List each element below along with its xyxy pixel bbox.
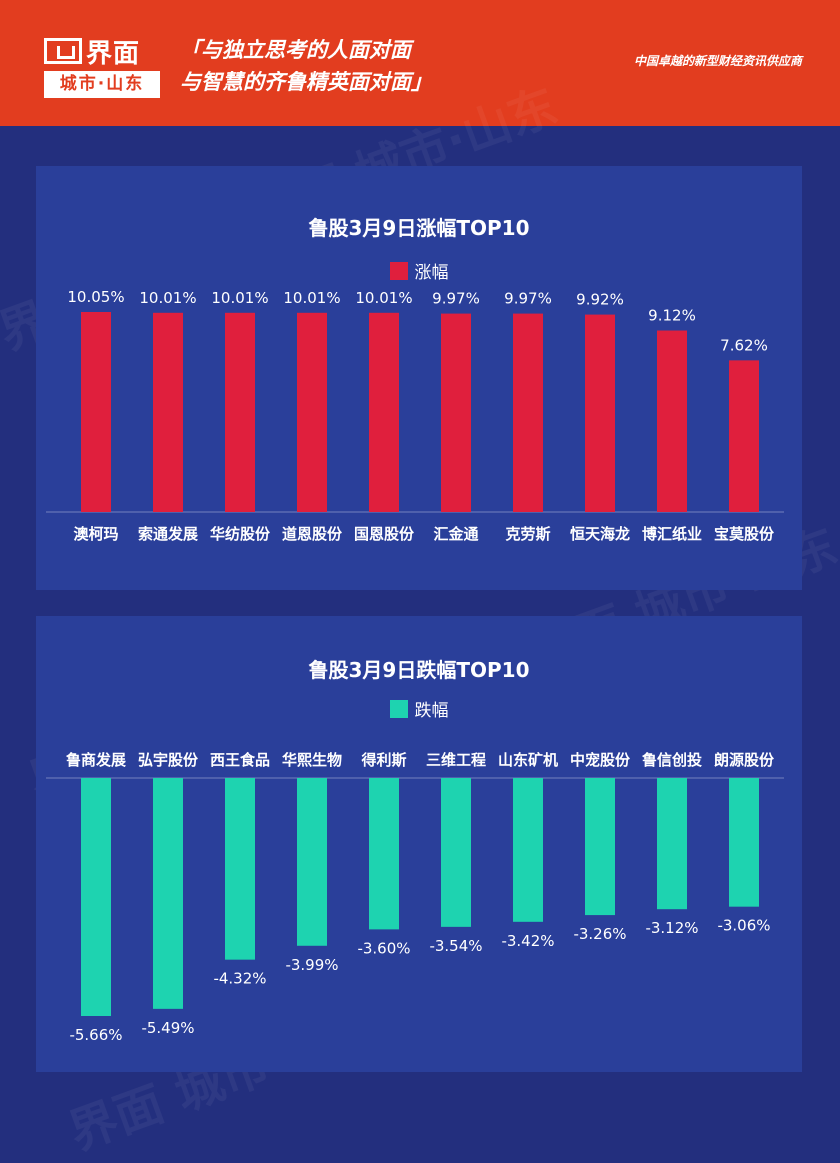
gain-bar-chart: 10.05% 澳柯玛 10.01% 索通发展 10.01% 华纺股份 10.01% 道恩股份 1… <box>46 288 784 543</box>
bar-8 <box>585 778 615 916</box>
slogan: 「与独立思考的人面对面 与智慧的齐鲁精英面对面」 <box>180 34 432 98</box>
bar-3 <box>225 778 255 960</box>
bar-4 <box>297 312 327 512</box>
data-label: -3.54% <box>429 937 482 955</box>
brand-name: 界面 <box>86 38 141 69</box>
bar-6 <box>441 778 471 927</box>
bar-3 <box>225 312 255 512</box>
category-label: 宝莫股份 <box>714 525 775 543</box>
data-label: 10.01% <box>355 289 412 307</box>
data-label: -3.60% <box>357 939 410 957</box>
data-label: 10.01% <box>211 289 268 307</box>
category-label: 中宠股份 <box>570 751 631 769</box>
data-label: 9.12% <box>648 307 696 325</box>
bar-5 <box>369 778 399 930</box>
slogan-line-1: 「与独立思考的人面对面 <box>180 38 411 62</box>
loss-bar-chart: -5.66% 鲁商发展 -5.49% 弘宇股份 -4.32% 西王食品 -3.99% 华熙生物… <box>46 751 784 1044</box>
data-label: 7.62% <box>720 336 768 354</box>
bar-1 <box>81 312 111 512</box>
data-label: 10.05% <box>67 288 124 306</box>
category-label: 山东矿机 <box>498 751 558 769</box>
loss-legend-swatch <box>389 699 408 718</box>
data-label: -3.12% <box>645 919 698 937</box>
category-label: 三维工程 <box>426 751 486 769</box>
category-label: 国恩股份 <box>354 525 415 543</box>
slogan-line-2: 与智慧的齐鲁精英面对面」 <box>180 70 432 94</box>
loss-chart-panel: 鲁股3月9日跌幅TOP10 跌幅 -5.66% 鲁商发展 -5.49% 弘宇股份 -4.… <box>36 616 802 1072</box>
category-label: 华纺股份 <box>210 525 271 543</box>
jiemian-logo-icon <box>44 38 82 64</box>
category-label: 华熙生物 <box>282 751 342 769</box>
data-label: 9.97% <box>432 290 480 308</box>
data-label: -3.06% <box>717 917 770 935</box>
category-label: 汇金通 <box>433 525 478 543</box>
bar-7 <box>513 778 543 922</box>
gain-legend-swatch <box>389 261 408 280</box>
bar-7 <box>513 313 543 512</box>
brand-logo: 界面 城市·山东 <box>44 34 162 98</box>
category-label: 索通发展 <box>138 525 198 543</box>
bar-9 <box>657 778 687 910</box>
bar-9 <box>657 330 687 512</box>
category-label: 弘宇股份 <box>138 751 199 769</box>
bar-6 <box>441 313 471 512</box>
loss-legend-label: 跌幅 <box>414 701 449 721</box>
gain-chart-panel: 鲁股3月9日涨幅TOP10 涨幅 10.05% 澳柯玛 10.01% 索通发展 10.0… <box>36 166 802 590</box>
data-label: -5.49% <box>141 1019 194 1037</box>
category-label: 道恩股份 <box>282 525 343 543</box>
category-label: 朗源股份 <box>714 751 775 769</box>
category-label: 澳柯玛 <box>73 525 118 543</box>
category-label: 鲁信创投 <box>642 751 702 769</box>
gain-chart-title: 鲁股3月9日涨幅TOP10 <box>308 216 530 240</box>
data-label: -3.99% <box>285 956 338 974</box>
bar-4 <box>297 778 327 946</box>
category-label: 鲁商发展 <box>66 751 126 769</box>
loss-legend: 跌幅 <box>36 696 802 721</box>
bar-2 <box>153 778 183 1009</box>
gain-legend-label: 涨幅 <box>414 263 449 283</box>
gain-legend: 涨幅 <box>36 258 802 283</box>
data-label: -4.32% <box>213 970 266 988</box>
category-label: 克劳斯 <box>505 525 550 543</box>
bar-5 <box>369 312 399 512</box>
bar-8 <box>585 314 615 512</box>
data-label: -3.26% <box>573 925 626 943</box>
bar-1 <box>81 778 111 1016</box>
loss-chart-title: 鲁股3月9日跌幅TOP10 <box>308 658 530 682</box>
bar-10 <box>729 778 759 907</box>
header-banner: 界面 城市·山东 「与独立思考的人面对面 与智慧的齐鲁精英面对面」 中国卓越的新… <box>0 0 840 126</box>
category-label: 西王食品 <box>210 751 270 769</box>
category-label: 博汇纸业 <box>642 525 702 543</box>
brand-city: 城市·山东 <box>44 71 160 98</box>
bar-10 <box>729 360 759 512</box>
category-label: 恒天海龙 <box>570 525 630 543</box>
data-label: -5.66% <box>69 1026 122 1044</box>
data-label: 10.01% <box>139 289 196 307</box>
data-label: 9.97% <box>504 290 552 308</box>
category-label: 得利斯 <box>360 751 406 769</box>
data-label: 10.01% <box>283 289 340 307</box>
data-label: -3.42% <box>501 932 554 950</box>
data-label: 9.92% <box>576 291 624 309</box>
tagline: 中国卓越的新型财经资讯供应商 <box>633 54 802 68</box>
bar-2 <box>153 312 183 512</box>
